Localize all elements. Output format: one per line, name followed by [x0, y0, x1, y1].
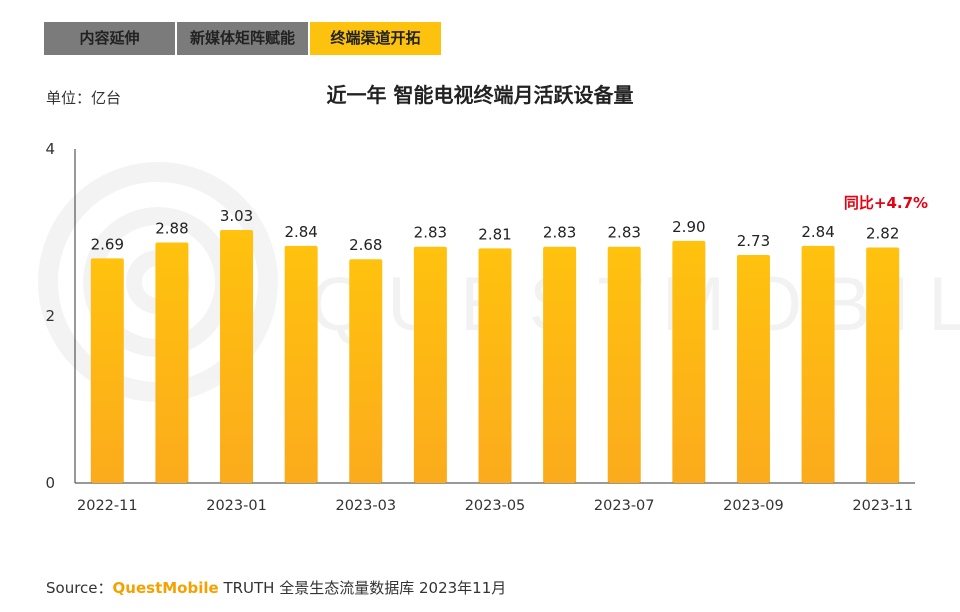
- y-tick-label: 2: [45, 307, 55, 325]
- data-label: 2.82: [866, 225, 899, 243]
- bar: [349, 259, 383, 483]
- source-brand: QuestMobile: [112, 579, 219, 597]
- x-tick-label: 2022-11: [77, 498, 138, 514]
- x-axis-ticks: 2022-11 2023-01 2023-03 2023-05 2023-07 2023-…: [77, 498, 913, 514]
- data-label: 2.84: [284, 223, 317, 241]
- x-tick-label: 2023-07: [594, 498, 655, 514]
- data-label: 2.69: [91, 235, 124, 253]
- bar-series: [90, 229, 900, 483]
- bar: [413, 246, 447, 483]
- tab-content-extension[interactable]: 内容延伸: [44, 22, 175, 55]
- x-tick-label: 2023-01: [206, 498, 267, 514]
- tab-terminal-channel[interactable]: 终端渠道开拓: [310, 22, 441, 55]
- source-text: TRUTH 全景生态流量数据库 2023年11月: [218, 579, 507, 597]
- yoy-annotation: 同比+4.7%: [844, 194, 928, 212]
- y-tick-label: 0: [45, 474, 55, 492]
- data-label: 2.68: [349, 236, 382, 254]
- data-label: 2.83: [414, 224, 447, 242]
- bar: [672, 240, 706, 483]
- bar: [866, 247, 900, 483]
- bar: [284, 245, 318, 483]
- bar: [736, 255, 770, 483]
- source-footer: Source：QuestMobile TRUTH 全景生态流量数据库 2023年…: [46, 577, 506, 598]
- bar: [801, 245, 835, 483]
- data-label: 2.90: [672, 218, 705, 236]
- unit-label: 单位：亿台: [46, 89, 122, 107]
- bar: [155, 242, 189, 483]
- bar: [90, 258, 124, 483]
- bar: [220, 229, 254, 483]
- data-label: 2.88: [155, 220, 188, 238]
- x-tick-label: 2023-03: [335, 498, 396, 514]
- data-label: 2.84: [801, 223, 834, 241]
- y-tick-label: 4: [45, 140, 55, 158]
- bar: [478, 248, 512, 483]
- data-label: 2.81: [478, 225, 511, 243]
- bar: [607, 246, 641, 483]
- chart-title: 近一年 智能电视终端月活跃设备量: [326, 83, 634, 107]
- bar: [543, 246, 577, 483]
- y-axis-ticks: 0 2 4: [45, 140, 55, 492]
- x-tick-label: 2023-11: [852, 498, 913, 514]
- data-labels: 2.69 2.88 3.03 2.84 2.68 2.83 2.81 2.83 2.83 2.90…: [91, 207, 900, 254]
- data-label: 2.73: [737, 232, 770, 250]
- data-label: 2.83: [608, 224, 641, 242]
- x-tick-label: 2023-09: [723, 498, 784, 514]
- tab-bar: 内容延伸 新媒体矩阵赋能 终端渠道开拓: [44, 22, 443, 55]
- x-tick-label: 2023-05: [465, 498, 526, 514]
- data-label: 2.83: [543, 224, 576, 242]
- tab-new-media-matrix[interactable]: 新媒体矩阵赋能: [177, 22, 308, 55]
- source-label: Source：: [46, 579, 113, 597]
- data-label: 3.03: [220, 207, 253, 225]
